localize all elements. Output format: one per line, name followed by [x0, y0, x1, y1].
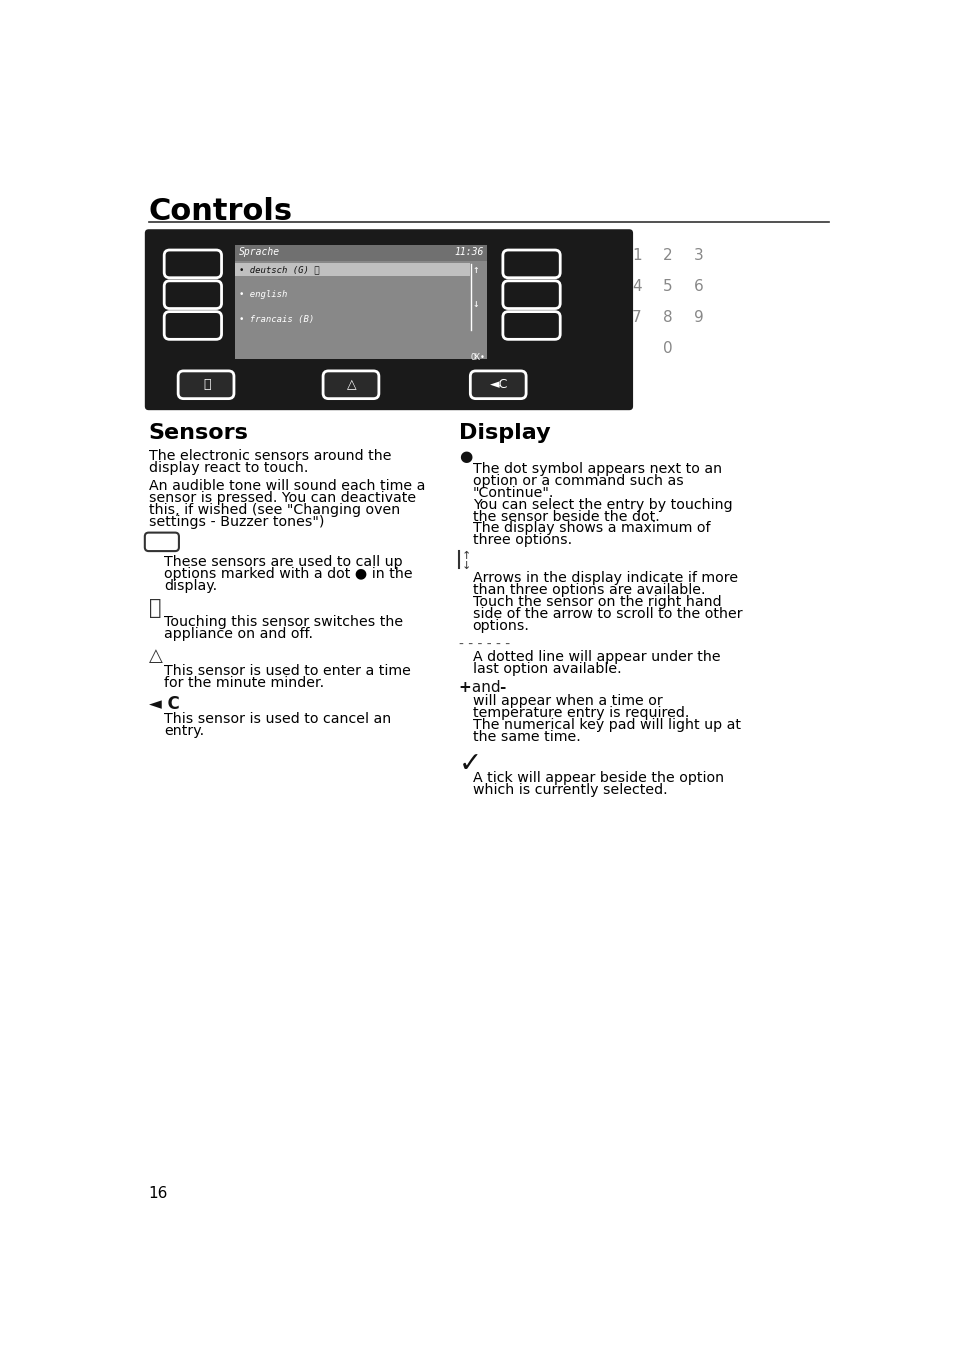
FancyBboxPatch shape — [178, 370, 233, 399]
FancyBboxPatch shape — [502, 311, 559, 339]
Text: • english: • english — [238, 291, 287, 299]
Text: This sensor is used to cancel an: This sensor is used to cancel an — [164, 713, 391, 726]
Text: "Continue".: "Continue". — [472, 485, 554, 500]
Text: △: △ — [149, 648, 162, 665]
Text: Touching this sensor switches the: Touching this sensor switches the — [164, 615, 403, 630]
Text: entry.: entry. — [164, 725, 204, 738]
FancyBboxPatch shape — [323, 370, 378, 399]
Text: will appear when a time or: will appear when a time or — [472, 695, 661, 708]
Bar — [235, 288, 470, 301]
Text: The display shows a maximum of: The display shows a maximum of — [472, 522, 709, 535]
Text: Arrows in the display indicate if more: Arrows in the display indicate if more — [472, 572, 737, 585]
Text: OK•: OK• — [470, 353, 485, 362]
Text: 5: 5 — [662, 280, 672, 295]
FancyBboxPatch shape — [502, 250, 559, 277]
Bar — [235, 312, 470, 326]
Text: ✓: ✓ — [458, 750, 481, 777]
FancyBboxPatch shape — [470, 370, 525, 399]
Text: 0: 0 — [662, 341, 672, 356]
Text: 8: 8 — [662, 310, 672, 324]
Text: Touch the sensor on the right hand: Touch the sensor on the right hand — [472, 595, 720, 610]
Text: Display: Display — [458, 423, 550, 442]
Text: 7: 7 — [632, 310, 641, 324]
Bar — [235, 246, 487, 261]
Text: △: △ — [347, 379, 356, 391]
Text: -: - — [498, 680, 505, 695]
Text: A tick will appear beside the option: A tick will appear beside the option — [472, 771, 723, 786]
Text: ●: ● — [458, 449, 472, 464]
Text: - - - - - -: - - - - - - — [458, 637, 509, 652]
Text: settings - Buzzer tones"): settings - Buzzer tones") — [149, 515, 324, 529]
Text: This sensor is used to enter a time: This sensor is used to enter a time — [164, 664, 411, 677]
Text: this, if wished (see "Changing oven: this, if wished (see "Changing oven — [149, 503, 399, 518]
Text: ↓: ↓ — [461, 561, 471, 571]
Text: 3: 3 — [694, 249, 703, 264]
Text: 11:36: 11:36 — [454, 247, 483, 257]
Text: ⓞ: ⓞ — [203, 379, 211, 391]
Text: side of the arrow to scroll to the other: side of the arrow to scroll to the other — [472, 607, 741, 622]
Text: display react to touch.: display react to touch. — [149, 461, 308, 475]
FancyBboxPatch shape — [145, 533, 179, 552]
Bar — [235, 246, 487, 360]
Text: than three options are available.: than three options are available. — [472, 584, 704, 598]
Text: options.: options. — [472, 619, 529, 633]
Text: 4: 4 — [632, 280, 641, 295]
Text: three options.: three options. — [472, 534, 571, 548]
Text: for the minute minder.: for the minute minder. — [164, 676, 324, 690]
Text: An audible tone will sound each time a: An audible tone will sound each time a — [149, 480, 425, 493]
Text: ⓞ: ⓞ — [149, 599, 161, 618]
Text: ◄C: ◄C — [489, 379, 508, 391]
Text: These sensors are used to call up: These sensors are used to call up — [164, 554, 402, 569]
Text: The dot symbol appears next to an: The dot symbol appears next to an — [472, 462, 721, 476]
Text: 2: 2 — [662, 249, 672, 264]
Text: last option available.: last option available. — [472, 662, 620, 676]
Text: display.: display. — [164, 579, 217, 592]
Text: Controls: Controls — [149, 197, 293, 226]
FancyBboxPatch shape — [164, 250, 221, 277]
Text: which is currently selected.: which is currently selected. — [472, 783, 666, 798]
Text: temperature entry is required.: temperature entry is required. — [472, 706, 688, 721]
Text: ↑: ↑ — [472, 265, 479, 276]
Bar — [235, 264, 470, 276]
Text: Sensors: Sensors — [149, 423, 249, 442]
Text: 9: 9 — [694, 310, 703, 324]
FancyBboxPatch shape — [502, 281, 559, 308]
Text: 16: 16 — [149, 1186, 168, 1202]
Text: Sprache: Sprache — [239, 247, 280, 257]
Text: and: and — [467, 680, 505, 695]
Text: The electronic sensors around the: The electronic sensors around the — [149, 449, 391, 462]
Text: +: + — [458, 680, 471, 695]
Text: option or a command such as: option or a command such as — [472, 473, 682, 488]
Text: A dotted line will appear under the: A dotted line will appear under the — [472, 650, 720, 664]
Text: ◄ C: ◄ C — [149, 695, 179, 714]
Text: • deutsch (G) ✓: • deutsch (G) ✓ — [238, 265, 319, 274]
Text: appliance on and off.: appliance on and off. — [164, 627, 313, 641]
Text: ↓: ↓ — [472, 299, 479, 310]
Text: • francais (B): • francais (B) — [238, 315, 314, 323]
Text: You can select the entry by touching: You can select the entry by touching — [472, 498, 732, 511]
Text: the same time.: the same time. — [472, 730, 579, 744]
Text: options marked with a dot ● in the: options marked with a dot ● in the — [164, 566, 413, 581]
FancyBboxPatch shape — [164, 311, 221, 339]
Text: 6: 6 — [694, 280, 703, 295]
Text: ↑: ↑ — [461, 550, 471, 561]
Text: The numerical key pad will light up at: The numerical key pad will light up at — [472, 718, 740, 733]
Text: sensor is pressed. You can deactivate: sensor is pressed. You can deactivate — [149, 491, 416, 506]
FancyBboxPatch shape — [145, 230, 633, 410]
FancyBboxPatch shape — [164, 281, 221, 308]
Text: 1: 1 — [632, 249, 641, 264]
Text: the sensor beside the dot.: the sensor beside the dot. — [472, 510, 659, 523]
